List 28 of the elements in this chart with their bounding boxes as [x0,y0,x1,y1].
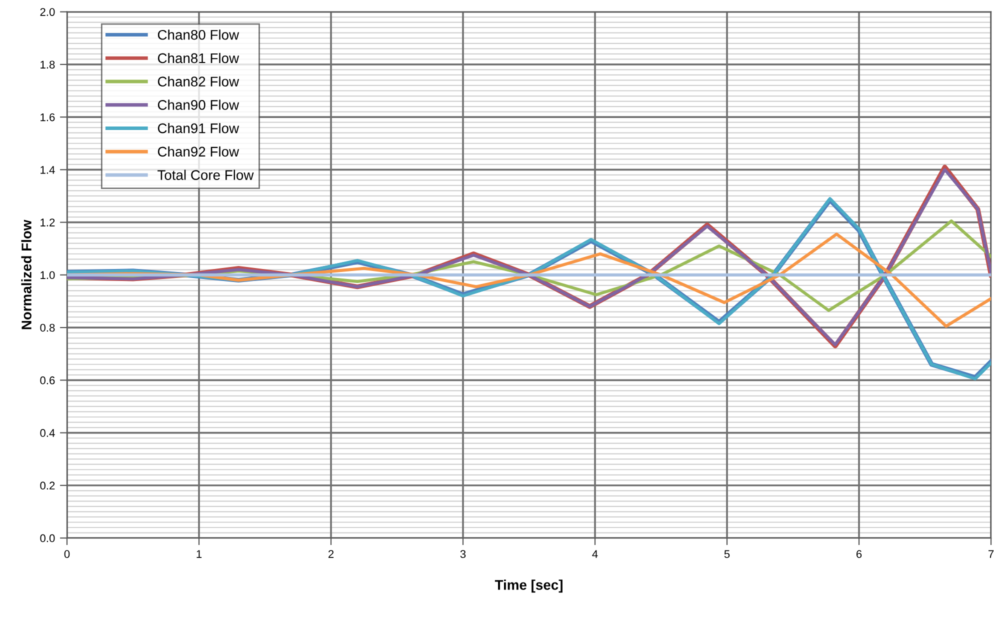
y-tick-label: 0.2 [40,482,55,490]
y-tick-label: 0.4 [40,429,55,437]
legend-label: Total Core Flow [158,170,254,180]
y-tick-label: 1.6 [40,113,55,122]
legend-label: Chan91 Flow [158,123,240,134]
x-tick-label: 5 [724,550,730,558]
x-tick-label: 1 [196,550,202,558]
y-tick-label: 0.8 [40,324,55,332]
x-tick-label: 3 [460,550,466,558]
y-tick-label: 1.0 [40,271,55,280]
y-tick-label: 1.4 [40,166,55,174]
legend-label: Chan81 Flow [158,52,240,64]
y-tick-label: 2.0 [40,8,55,16]
y-axis-title: Normalized Flow [21,220,32,330]
x-axis-title: Time [sec] [494,580,562,593]
y-tick-label: 1.8 [40,60,55,69]
y-tick-label: 0.6 [40,376,55,384]
y-tick-label: 0.0 [40,534,55,542]
legend-label: Chan90 Flow [158,100,240,110]
x-tick-label: 4 [592,550,598,558]
x-tick-label: 2 [328,550,334,558]
legend-label: Chan82 Flow [158,76,240,87]
x-tick-label: 7 [988,550,994,558]
y-tick-label: 1.2 [40,218,55,226]
legend-label: Chan80 Flow [158,30,240,40]
x-tick-label: 6 [856,550,862,558]
x-tick-label: 0 [64,550,70,558]
legend-label: Chan92 Flow [158,146,240,157]
